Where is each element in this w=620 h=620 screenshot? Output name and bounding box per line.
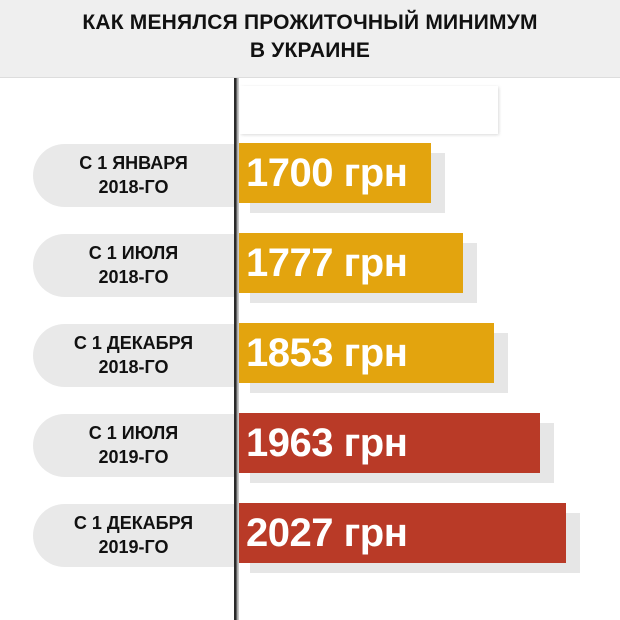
chart-axis — [234, 78, 239, 620]
category-label: С 1 ИЮЛЯ 2018-ГО — [33, 234, 234, 297]
top-blank-box — [240, 86, 498, 134]
category-label: С 1 ДЕКАБРЯ 2019-ГО — [33, 504, 234, 567]
category-label-line: С 1 ДЕКАБРЯ — [73, 513, 194, 533]
bar-value-label: 1853 грн — [246, 331, 408, 375]
title-line-1: КАК МЕНЯЛСЯ ПРОЖИТОЧНЫЙ МИНИМУМ — [82, 11, 538, 34]
title-line-2: В УКРАИНЕ — [249, 39, 371, 62]
category-label-line: 2019-ГО — [98, 537, 169, 557]
bar-value-label: 1963 грн — [246, 421, 408, 465]
category-label-line: 2019-ГО — [98, 447, 169, 467]
category-label-line: 2018-ГО — [98, 267, 169, 287]
bar-value-label: 1700 грн — [246, 151, 408, 195]
bar: 1777 грн — [236, 233, 463, 293]
category-label-line: С 1 ИЮЛЯ — [88, 243, 179, 263]
category-label-line: 2018-ГО — [98, 177, 169, 197]
category-label: С 1 ИЮЛЯ 2019-ГО — [33, 414, 234, 477]
category-label-line: 2018-ГО — [98, 357, 169, 377]
category-label: С 1 ЯНВАРЯ 2018-ГО — [33, 144, 234, 207]
bar: 1700 грн — [236, 143, 431, 203]
category-label: С 1 ДЕКАБРЯ 2018-ГО — [33, 324, 234, 387]
category-label-line: С 1 ДЕКАБРЯ — [73, 333, 194, 353]
category-label-line: С 1 ЯНВАРЯ — [79, 153, 188, 173]
category-label-line: С 1 ИЮЛЯ — [88, 423, 179, 443]
header: КАК МЕНЯЛСЯ ПРОЖИТОЧНЫЙ МИНИМУМ В УКРАИН… — [0, 0, 620, 78]
bar: 1963 грн — [236, 413, 540, 473]
bar-value-label: 2027 грн — [246, 511, 408, 555]
bar: 1853 грн — [236, 323, 494, 383]
bar: 2027 грн — [236, 503, 566, 563]
bar-value-label: 1777 грн — [246, 241, 408, 285]
